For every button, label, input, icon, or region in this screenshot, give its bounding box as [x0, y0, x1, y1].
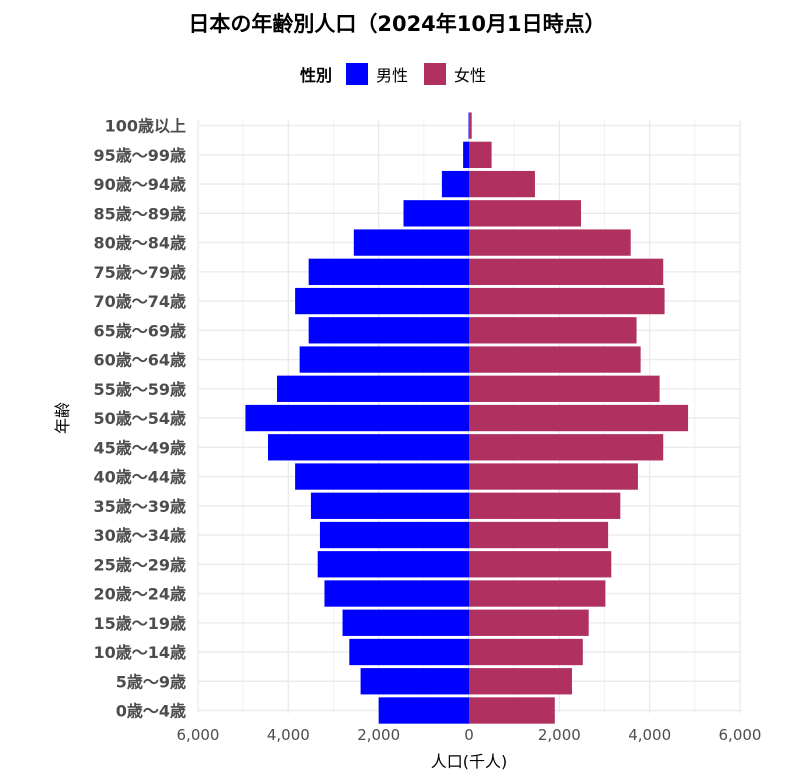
y-tick-label: 90歳～94歳: [93, 175, 186, 194]
legend-label-male: 男性: [375, 66, 408, 85]
legend-item-female: 女性: [424, 62, 486, 86]
bar-female-14: [469, 287, 665, 315]
bar-male-13: [308, 317, 469, 344]
x-tick-label: 4,000: [628, 726, 671, 744]
bar-male-5: [317, 551, 469, 578]
bar-male-8: [295, 463, 469, 490]
bar-male-4: [324, 580, 469, 607]
bar-male-15: [308, 258, 469, 285]
y-tick-label: 100歳以上: [105, 117, 186, 136]
y-tick-label: 60歳～64歳: [93, 351, 186, 370]
bar-female-15: [469, 258, 664, 285]
x-tick-label: 6,000: [719, 726, 762, 744]
bar-male-19: [463, 141, 469, 169]
bars: [245, 112, 689, 724]
bar-female-6: [469, 521, 609, 549]
chart-title: 日本の年齢別人口（2024年10月1日時点）: [188, 12, 606, 36]
legend: 性別 男性 女性: [0, 62, 794, 86]
y-tick-label: 15歳～19歳: [93, 614, 186, 633]
bar-male-3: [342, 609, 469, 636]
x-tick-labels: 6,000 4,000 2,000 0 2,000 4,000 6,000: [177, 726, 762, 744]
bar-male-11: [277, 375, 469, 402]
x-tick-label: 2,000: [357, 726, 400, 744]
y-tick-label: 95歳～99歳: [93, 146, 186, 165]
bar-female-18: [469, 170, 535, 198]
bar-female-4: [469, 580, 606, 607]
x-axis-title: 人口(千人): [431, 752, 508, 771]
y-axis-title: 年齢: [53, 402, 72, 434]
y-tick-label: 45歳～49歳: [93, 438, 186, 457]
y-tick-label: 55歳～59歳: [93, 380, 186, 399]
bar-female-3: [469, 609, 589, 636]
y-tick-label: 85歳～89歳: [93, 204, 186, 223]
bar-female-13: [469, 317, 637, 344]
y-tick-label: 40歳～44歳: [93, 468, 186, 487]
bar-male-17: [403, 200, 469, 227]
bar-female-0: [469, 697, 555, 724]
y-tick-label: 70歳～74歳: [93, 292, 186, 311]
y-tick-label: 75歳～79歳: [93, 263, 186, 282]
bar-female-9: [469, 434, 664, 461]
bar-female-12: [469, 346, 641, 373]
bar-male-16: [353, 229, 469, 256]
bar-male-1: [360, 668, 469, 695]
bar-female-20: [469, 112, 472, 139]
x-tick-label: 2,000: [538, 726, 581, 744]
bar-female-1: [469, 668, 572, 695]
y-tick-label: 30歳～34歳: [93, 526, 186, 545]
bar-female-2: [469, 638, 583, 666]
bar-male-0: [378, 697, 469, 724]
y-tick-label: 25歳～29歳: [93, 555, 186, 574]
y-tick-label: 10歳～14歳: [93, 643, 186, 662]
bar-male-9: [268, 434, 469, 461]
bar-female-7: [469, 492, 621, 519]
legend-label-female: 女性: [454, 66, 487, 85]
x-tick-label: 0: [464, 726, 474, 744]
bar-female-17: [469, 200, 582, 227]
y-tick-label: 35歳～39歳: [93, 497, 186, 516]
bar-female-5: [469, 551, 612, 578]
y-tick-label: 65歳～69歳: [93, 321, 186, 340]
bar-female-8: [469, 463, 638, 490]
bar-female-10: [469, 404, 689, 432]
bar-male-18: [441, 170, 469, 198]
y-tick-labels: 0歳～4歳 5歳～9歳 10歳～14歳 15歳～19歳 20歳～24歳 25歳～29歳 30…: [93, 117, 186, 721]
x-tick-label: 4,000: [267, 726, 310, 744]
legend-swatch-female: [424, 63, 446, 85]
bar-female-11: [469, 375, 660, 402]
legend-item-male: 男性: [345, 62, 408, 86]
legend-swatch-male: [345, 63, 368, 85]
x-tick-label: 6,000: [177, 726, 220, 744]
bar-male-14: [295, 287, 469, 315]
y-tick-label: 50歳～54歳: [93, 409, 186, 428]
bar-female-19: [469, 141, 492, 169]
bar-male-7: [310, 492, 469, 519]
bar-male-10: [245, 404, 469, 432]
y-tick-label: 0歳～4歳: [116, 702, 186, 721]
bar-male-12: [299, 346, 469, 373]
bar-female-16: [469, 229, 631, 256]
y-tick-label: 80歳～84歳: [93, 234, 186, 253]
y-tick-label: 5歳～9歳: [116, 672, 186, 691]
bar-male-6: [319, 521, 469, 549]
bar-male-2: [349, 638, 469, 666]
legend-title: 性別: [299, 66, 332, 85]
y-tick-label: 20歳～24歳: [93, 585, 186, 604]
